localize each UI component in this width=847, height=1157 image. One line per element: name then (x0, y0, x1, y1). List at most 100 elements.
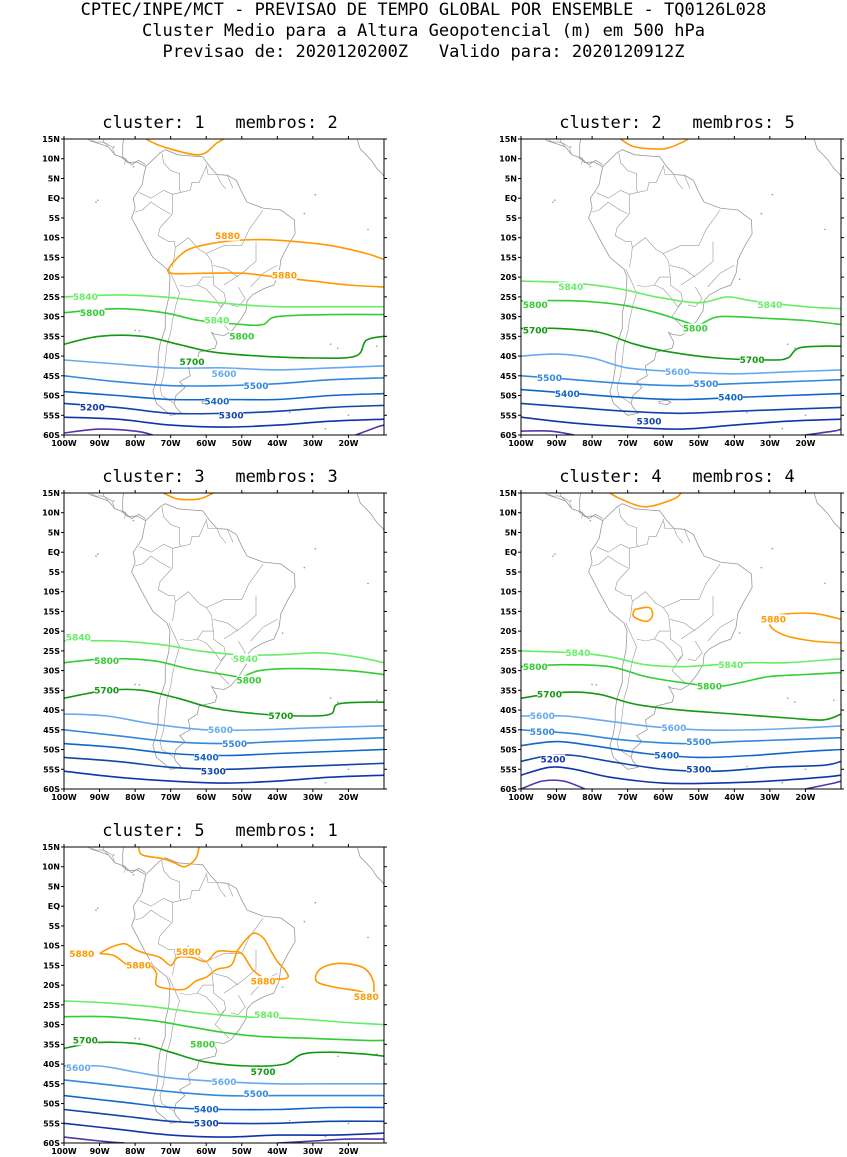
contour-5100 (64, 1136, 125, 1143)
country-border (172, 955, 176, 976)
country-border (159, 623, 180, 758)
lat-tick-label: 5N (48, 174, 60, 183)
island (589, 519, 592, 522)
contour-label-bg (73, 1035, 98, 1046)
island (132, 165, 135, 168)
lat-tick-label: 15N (499, 135, 517, 144)
contour-label: 5800 (190, 1041, 215, 1051)
coastline (87, 493, 146, 521)
contour-5800 (64, 307, 384, 327)
lat-tick-label: 50S (500, 746, 517, 755)
contour-label: 5840 (233, 655, 258, 665)
lon-tick-label: 70W (161, 793, 181, 802)
contour-label-bg (654, 750, 679, 761)
country-border (179, 630, 214, 642)
contour-label-bg (718, 392, 743, 403)
map-border (63, 492, 385, 790)
island (324, 1135, 327, 1138)
contour-label: 5840 (558, 283, 583, 293)
contour-label-bg (204, 315, 230, 326)
island (771, 547, 774, 550)
cluster-panel-4: cluster: 4 membros: 4 5880 5840 5840 5800 58… (485, 467, 847, 802)
contour-label: 5840 (73, 293, 98, 303)
coastline (658, 399, 672, 406)
contour-label: 5800 (80, 309, 105, 319)
coastline (813, 493, 841, 531)
contour-5880 (170, 238, 384, 266)
contour-label: 5500 (530, 728, 555, 738)
contour-5200 (64, 416, 384, 428)
country-border (673, 174, 684, 190)
country-border (139, 897, 173, 907)
country-border (223, 595, 257, 640)
island (314, 547, 317, 550)
lat-tick-label: 25S (43, 1001, 60, 1010)
lon-tick-label: 70W (618, 793, 638, 802)
country-border (629, 601, 633, 622)
country-border (618, 506, 639, 547)
contour-label: 5700 (268, 712, 293, 722)
island (591, 683, 593, 686)
island (793, 701, 796, 703)
island (112, 146, 115, 148)
lat-tick-label: 60S (500, 785, 517, 794)
lon-tick-label: 80W (125, 439, 145, 448)
contour-5700 (521, 327, 841, 361)
contour-label: 5880 (761, 615, 786, 625)
island (786, 343, 789, 346)
coastline (638, 479, 644, 481)
contour-5800 (64, 1015, 384, 1042)
country-border (91, 493, 127, 519)
lat-tick-label: 20S (43, 981, 60, 990)
contour-label: 5880 (272, 271, 297, 281)
country-border (205, 872, 217, 883)
country-border (206, 209, 264, 254)
country-border (654, 284, 684, 308)
contour-label: 5600 (661, 724, 686, 734)
contour-label-bg (66, 1063, 91, 1074)
lon-tick-label: 70W (161, 439, 181, 448)
island (824, 228, 826, 231)
map-frame: 5840584058005800570057005600550055005400… (499, 135, 844, 448)
island (95, 909, 97, 911)
contour-label-bg (218, 410, 244, 421)
contour-label: 5700 (73, 1037, 98, 1047)
contour-5200 (64, 1122, 384, 1138)
lat-tick-label: EQ (48, 548, 60, 557)
island (804, 414, 807, 417)
contour-label-bg (194, 752, 219, 763)
contour-label-bg (718, 659, 743, 670)
lat-tick-label: 15S (500, 253, 517, 262)
contour-label: 5840 (66, 633, 91, 643)
coastline (612, 474, 634, 481)
contour-5700 (521, 691, 841, 721)
country-border (159, 977, 180, 1112)
lat-tick-label: 55S (500, 765, 517, 774)
lat-tick-label: 50S (43, 746, 60, 755)
island (134, 329, 136, 332)
island (781, 781, 784, 784)
lat-tick-label: 25S (500, 647, 517, 656)
contour-label: 5800 (523, 663, 548, 673)
contour-label: 5880 (69, 950, 94, 960)
contour-label: 5800 (523, 301, 548, 311)
contour-label: 5880 (176, 948, 201, 958)
lat-tick-label: EQ (505, 548, 517, 557)
contour-label-bg (693, 378, 719, 389)
lon-tick-label: 100W (51, 1147, 77, 1156)
contour-label-bg (558, 282, 583, 292)
lon-tick-label: 40W (267, 439, 287, 448)
contour-label-bg (211, 1076, 237, 1087)
contour-label-bg (250, 1066, 276, 1077)
contour-label: 5500 (243, 1090, 268, 1100)
lat-tick-label: 10S (43, 942, 60, 951)
contour-label-bg (683, 323, 708, 334)
lat-tick-label: 20S (43, 273, 60, 282)
contour-label-bg (523, 325, 548, 336)
lat-tick-label: EQ (505, 194, 517, 203)
lon-tick-label: 100W (51, 793, 77, 802)
map-content: 5880588058405840580058005700560055005400… (64, 139, 384, 435)
island (96, 907, 99, 909)
contour-label: 5700 (740, 356, 765, 366)
island (347, 1122, 350, 1125)
